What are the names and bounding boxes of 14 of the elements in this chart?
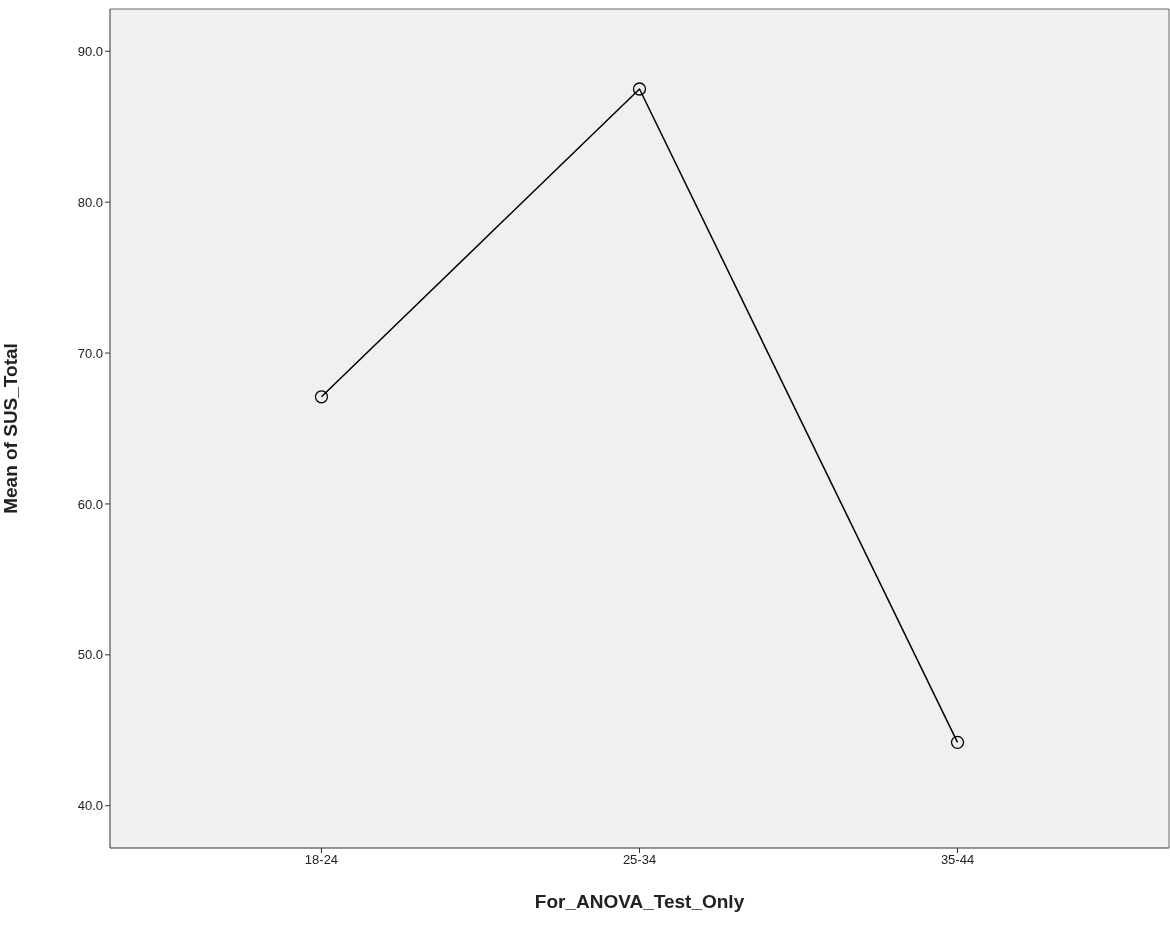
y-tick-label: 40.0 [77, 798, 103, 814]
y-tick-label: 50.0 [77, 647, 103, 663]
x-tick-label: 35-44 [940, 852, 975, 868]
y-tick-label: 90.0 [77, 43, 103, 59]
point [314, 390, 329, 404]
y-tick-label: 60.0 [77, 496, 103, 512]
x-axis-title: For_ANOVA_Test_Only [534, 891, 745, 912]
x-tick-label: 18-24 [304, 852, 339, 868]
point [950, 735, 965, 750]
y-tick-label: 80.0 [77, 194, 103, 210]
point [632, 82, 647, 96]
y-tick-label: 70.0 [77, 345, 103, 361]
y-axis-title: Mean of SUS_Total [0, 343, 21, 514]
x-tick-label: 25-34 [622, 852, 657, 868]
